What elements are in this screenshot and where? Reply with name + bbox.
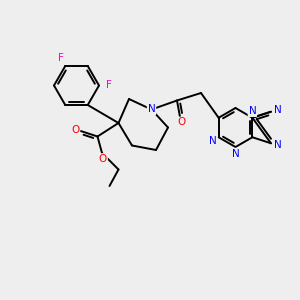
Text: F: F — [106, 80, 112, 91]
Text: F: F — [58, 53, 63, 63]
Text: O: O — [99, 154, 107, 164]
Text: N: N — [209, 136, 217, 146]
Text: N: N — [274, 105, 281, 115]
Text: N: N — [232, 148, 239, 159]
Text: O: O — [71, 124, 79, 135]
Text: N: N — [148, 104, 155, 115]
Text: N: N — [274, 140, 281, 150]
Text: N: N — [248, 106, 256, 116]
Text: O: O — [177, 117, 186, 128]
